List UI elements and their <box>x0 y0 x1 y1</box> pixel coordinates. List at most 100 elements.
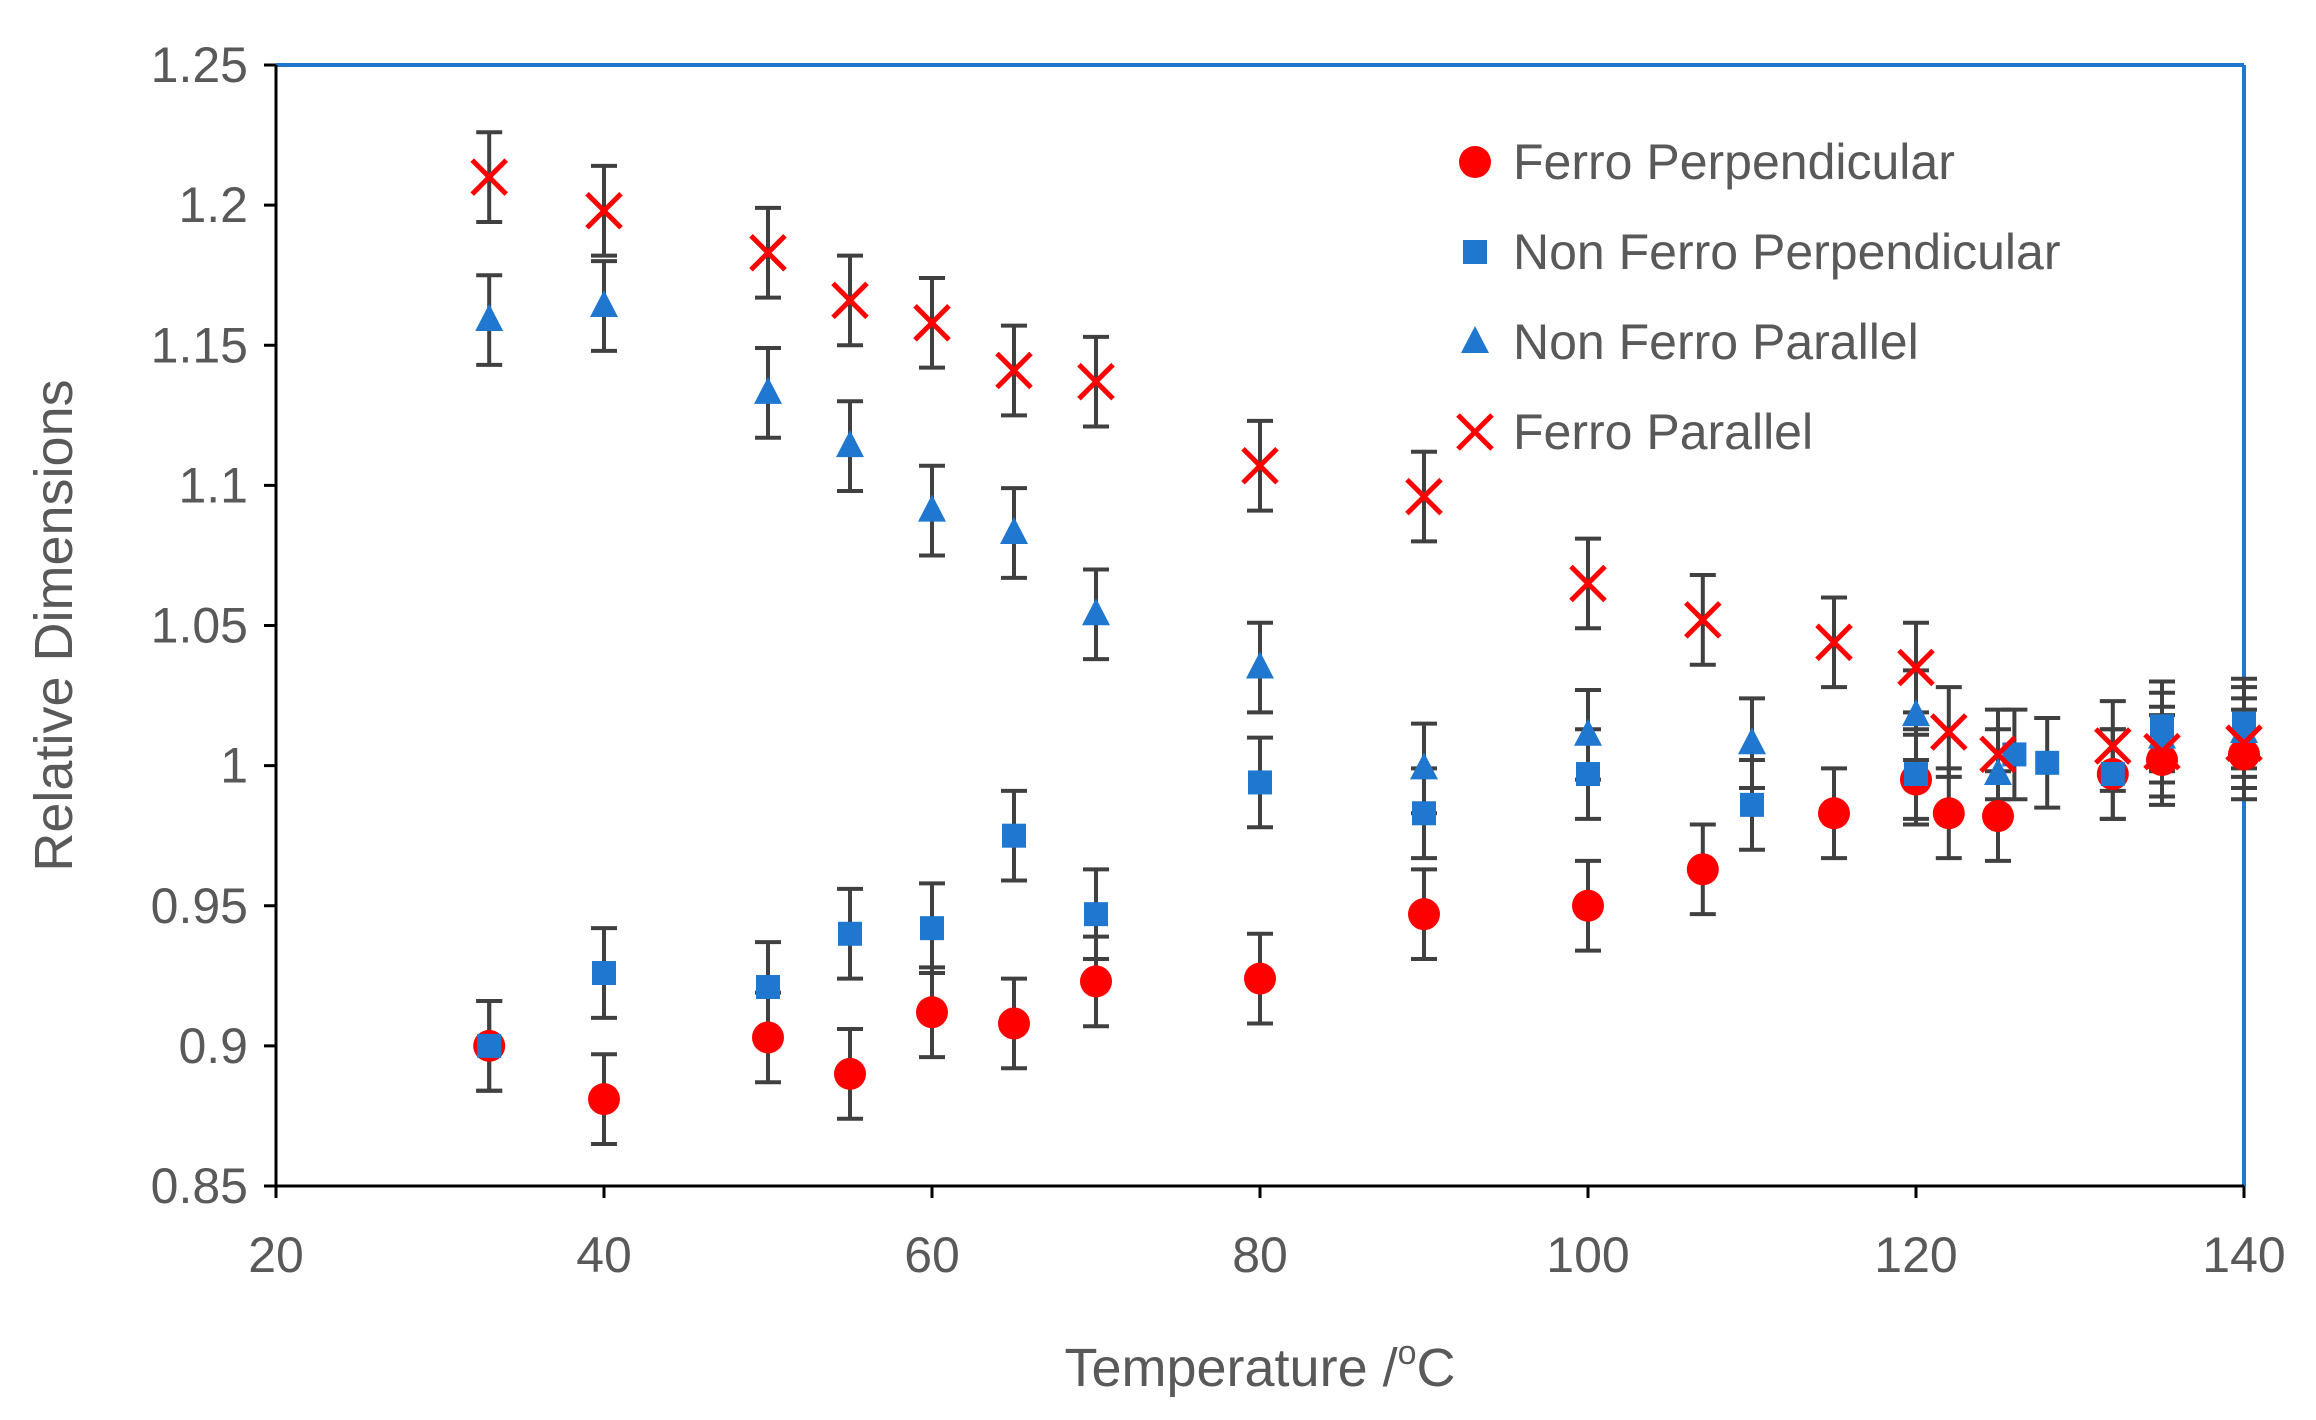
x-axis-title: Temperature /oC <box>1064 1334 1455 1398</box>
y-tick-label: 0.95 <box>151 878 248 934</box>
point-non-ferro-perpendicular <box>1576 762 1600 787</box>
point-non-ferro-perpendicular <box>1412 801 1436 826</box>
y-tick-label: 1.15 <box>151 317 248 373</box>
point-ferro-parallel <box>1241 446 1279 485</box>
point-non-ferro-parallel <box>1082 598 1110 626</box>
x-tick-label: 80 <box>1232 1227 1288 1283</box>
point-non-ferro-perpendicular <box>1248 770 1272 795</box>
point-non-ferro-parallel <box>590 290 618 318</box>
point-non-ferro-perpendicular <box>1904 762 1928 787</box>
point-non-ferro-parallel <box>1000 517 1028 545</box>
point-ferro-perpendicular <box>2228 738 2260 771</box>
point-non-ferro-perpendicular <box>756 975 780 1000</box>
point-ferro-perpendicular <box>1818 797 1850 830</box>
point-ferro-perpendicular <box>1244 962 1276 995</box>
point-non-ferro-perpendicular <box>838 921 862 946</box>
point-non-ferro-parallel <box>836 430 864 458</box>
point-ferro-parallel <box>2143 732 2181 771</box>
point-non-ferro-parallel <box>754 376 782 404</box>
x-tick-label: 120 <box>1874 1227 1957 1283</box>
point-non-ferro-parallel <box>1738 727 1766 755</box>
x-axis-title-unit: C <box>1417 1338 1456 1398</box>
point-ferro-parallel <box>1405 477 1443 516</box>
point-ferro-perpendicular <box>1932 797 1965 830</box>
y-tick-label: 1.25 <box>151 37 248 93</box>
point-ferro-perpendicular <box>998 1007 1030 1040</box>
point-ferro-perpendicular <box>834 1057 866 1090</box>
point-non-ferro-parallel <box>1246 651 1274 679</box>
point-ferro-parallel <box>1930 713 1968 751</box>
error-bars <box>476 130 2257 1146</box>
point-ferro-parallel <box>470 158 508 196</box>
point-non-ferro-parallel <box>475 304 504 332</box>
point-ferro-perpendicular <box>1080 965 1112 998</box>
point-non-ferro-perpendicular <box>1084 902 1108 927</box>
y-axis-title: Relative Dimensions <box>24 379 84 871</box>
legend-label: Ferro Perpendicular <box>1513 134 1955 190</box>
axes: 0.85 0.9 0.95 1 1.05 1.1 1.15 1.2 1.25 20 40 60 80 10… <box>24 37 2286 1398</box>
point-ferro-parallel <box>585 191 623 230</box>
point-non-ferro-perpendicular <box>920 916 944 941</box>
point-ferro-parallel <box>2225 724 2263 762</box>
legend-item-non-ferro-parallel: Non Ferro Parallel <box>1461 314 1919 370</box>
point-ferro-parallel <box>995 351 1033 390</box>
point-non-ferro-parallel <box>1984 758 2012 786</box>
legend-label: Ferro Parallel <box>1513 404 1813 460</box>
point-non-ferro-perpendicular <box>592 961 616 986</box>
point-ferro-perpendicular <box>1686 853 1719 886</box>
point-ferro-parallel <box>749 234 787 272</box>
x-axis-title-superscript: o <box>1398 1334 1417 1372</box>
point-non-ferro-parallel <box>1574 718 1602 746</box>
point-ferro-parallel <box>1684 601 1722 639</box>
point-non-ferro-parallel <box>1902 699 1930 727</box>
point-ferro-parallel <box>1815 623 1853 662</box>
y-tick-label: 1.05 <box>151 598 248 654</box>
point-non-ferro-perpendicular <box>2035 750 2060 775</box>
legend-label: Non Ferro Perpendicular <box>1513 224 2061 280</box>
y-tick-label: 1.1 <box>178 457 248 513</box>
x-axis-title-text: Temperature / <box>1064 1338 1397 1398</box>
y-tick-label: 0.9 <box>178 1018 248 1074</box>
plot-area <box>276 63 2246 1186</box>
legend-marker-ferro-perpendicular <box>1459 146 1491 178</box>
point-ferro-perpendicular <box>1408 898 1440 931</box>
point-non-ferro-perpendicular <box>2100 762 2125 787</box>
point-ferro-parallel <box>831 281 869 320</box>
legend-marker-non-ferro-parallel <box>1461 326 1489 353</box>
data-markers <box>470 158 2263 1116</box>
legend-marker-non-ferro-perpendicular <box>1463 240 1487 264</box>
legend-label: Non Ferro Parallel <box>1513 314 1919 370</box>
legend-item-ferro-parallel: Ferro Parallel <box>1456 404 1813 460</box>
x-tick-label: 100 <box>1546 1227 1629 1283</box>
legend-item-ferro-perpendicular: Ferro Perpendicular <box>1459 134 1955 190</box>
point-ferro-parallel <box>1897 648 1935 687</box>
point-non-ferro-perpendicular <box>1002 823 1026 848</box>
y-tick-label: 1 <box>220 738 248 794</box>
point-ferro-perpendicular <box>916 996 948 1029</box>
y-tick-label: 1.2 <box>178 177 248 233</box>
x-tick-label: 60 <box>904 1227 960 1283</box>
x-tick-label: 20 <box>248 1227 304 1283</box>
point-non-ferro-perpendicular <box>1740 792 1764 817</box>
point-ferro-parallel <box>1979 735 2017 774</box>
point-ferro-perpendicular <box>752 1021 784 1054</box>
point-ferro-parallel <box>913 304 951 342</box>
point-ferro-perpendicular <box>2146 744 2178 777</box>
point-ferro-perpendicular <box>1572 889 1604 922</box>
point-non-ferro-parallel <box>1410 752 1438 780</box>
point-ferro-parallel <box>1077 362 1115 401</box>
point-ferro-perpendicular <box>1982 800 2014 833</box>
legend: Ferro Perpendicular Non Ferro Perpendicul… <box>1456 134 2061 460</box>
legend-item-non-ferro-perpendicular: Non Ferro Perpendicular <box>1463 224 2061 280</box>
y-tick-label: 0.85 <box>151 1158 248 1214</box>
point-ferro-perpendicular <box>588 1083 620 1116</box>
x-tick-label: 140 <box>2202 1227 2285 1283</box>
legend-marker-ferro-parallel <box>1456 413 1494 451</box>
point-ferro-parallel <box>1569 564 1607 603</box>
point-ferro-parallel <box>2094 727 2132 765</box>
x-tick-label: 40 <box>576 1227 632 1283</box>
point-non-ferro-perpendicular <box>477 1033 502 1058</box>
point-non-ferro-parallel <box>918 494 946 522</box>
